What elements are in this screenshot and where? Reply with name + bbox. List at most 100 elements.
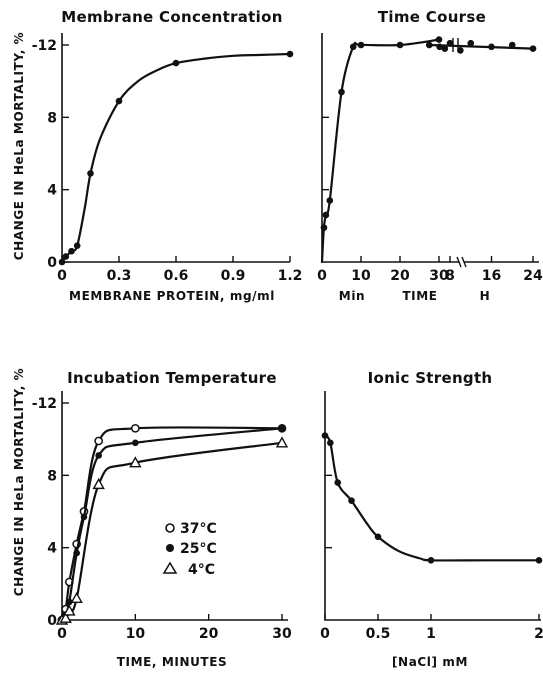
- data-point: [58, 258, 66, 266]
- data-point: [132, 439, 139, 447]
- legend-label-4c: 4°C: [188, 562, 215, 578]
- data-point: [73, 549, 80, 557]
- x-tick-label: 24: [523, 268, 543, 284]
- data-point: [488, 43, 495, 51]
- x-tick-label: 0: [57, 268, 67, 284]
- data-point: [63, 604, 76, 616]
- data-point: [396, 41, 404, 49]
- x-tick-label: 0: [317, 268, 327, 284]
- data-point: [73, 242, 81, 250]
- x-tick-label: 0.5: [366, 626, 391, 642]
- panel-title-time-course: Time Course: [378, 8, 486, 26]
- data-point: [436, 43, 443, 51]
- series-curve: [60, 52, 292, 264]
- data-point: [68, 247, 75, 255]
- panel-title-incubation-temperature: Incubation Temperature: [67, 369, 277, 387]
- data-point: [92, 477, 105, 490]
- y-tick-label: 0: [47, 613, 57, 629]
- data-point: [320, 224, 328, 231]
- data-point: [172, 59, 180, 67]
- data-point: [374, 533, 382, 541]
- data-point: [535, 557, 543, 564]
- x-tick-label: 8: [445, 268, 455, 284]
- data-point: [441, 45, 449, 52]
- x-axis-label-temperature: TIME, MINUTES: [117, 655, 228, 669]
- x-tick-label: 20: [390, 268, 410, 284]
- panel-title-membrane-concentration: Membrane Concentration: [61, 8, 282, 26]
- legend-marker-37c: [165, 523, 175, 533]
- x-axis-label-time: TIME: [402, 289, 437, 303]
- panel-title-ionic-strength: Ionic Strength: [368, 369, 493, 387]
- data-point: [467, 39, 475, 47]
- legend-label-37c: 37°C: [180, 521, 217, 537]
- data-point: [435, 36, 443, 43]
- data-point: [59, 611, 72, 623]
- y-tick-label: 4: [47, 541, 57, 557]
- data-point: [129, 456, 142, 468]
- panel-time-course: 0 10 20 308 16 24: [317, 33, 543, 284]
- data-point: [115, 97, 123, 105]
- data-point: [334, 479, 342, 486]
- panel-ionic-strength: 0 0.5 1 2: [320, 391, 543, 642]
- data-point: [70, 591, 83, 603]
- axis-break-mark: [461, 256, 467, 268]
- data-point: [87, 170, 94, 177]
- x-tick-label: 2: [534, 626, 543, 642]
- y-tick-label: 4: [47, 183, 57, 199]
- data-point: [275, 436, 289, 448]
- data-point: [80, 513, 88, 521]
- data-point: [508, 41, 516, 49]
- x-tick-label: 1.2: [278, 268, 303, 284]
- x-tick-label: 30: [429, 268, 449, 284]
- data-point: [457, 47, 464, 54]
- data-point: [338, 88, 345, 96]
- legend-marker-4c: [162, 561, 178, 574]
- x-axis-label-nacl: [NaCl] mM: [392, 655, 468, 669]
- x-tick-label: 16: [482, 268, 501, 284]
- y-tick-label: 0: [47, 255, 57, 271]
- series-curve-hours: [428, 43, 535, 50]
- axes: [324, 391, 541, 621]
- data-point: [446, 39, 454, 47]
- data-point: [349, 43, 357, 51]
- series-curve: [323, 434, 541, 562]
- panel-membrane-concentration: 0 4 8 -12 0 0.3 0.6 0.9 1.2: [32, 33, 303, 284]
- data-point: [529, 45, 537, 52]
- data-point: [62, 253, 70, 260]
- data-point: [278, 425, 286, 432]
- data-point: [130, 423, 140, 433]
- x-tick-label: 30: [272, 626, 292, 642]
- x-tick-label: 10: [351, 268, 371, 284]
- data-point: [322, 211, 330, 219]
- x-tick-label: 1: [426, 626, 436, 642]
- x-tick-label: 0.3: [107, 268, 132, 284]
- legend: 37°C 25°C 4°C: [162, 521, 217, 578]
- data-point: [327, 439, 334, 447]
- x-tick-label: 10: [126, 626, 146, 642]
- axes: [61, 391, 288, 621]
- y-tick-label: 8: [47, 468, 57, 484]
- y-tick-label: 8: [47, 110, 57, 126]
- data-point: [95, 452, 102, 459]
- y-axis-label-top: CHANGE IN HeLa MORTALITY, %: [12, 32, 26, 261]
- x-axis-label-time-h: H: [480, 289, 491, 303]
- x-tick-label: 0.6: [164, 268, 189, 284]
- data-point: [348, 497, 355, 504]
- y-tick-label: -12: [32, 396, 57, 412]
- x-tick-label: 0: [57, 626, 67, 642]
- data-point: [94, 436, 104, 446]
- x-axis-label-time-min: Min: [339, 289, 365, 303]
- axis-break-mark: [456, 256, 462, 268]
- legend-marker-25c: [166, 544, 174, 552]
- data-point: [427, 557, 435, 564]
- panel-incubation-temperature: 0 4 8 -12 0 10 20 30: [32, 391, 292, 642]
- x-tick-label: 20: [199, 626, 219, 642]
- data-point: [286, 50, 294, 58]
- x-tick-label: 0.9: [221, 268, 246, 284]
- data-point: [326, 197, 334, 204]
- series-curve-minutes: [320, 38, 441, 264]
- legend-label-25c: 25°C: [180, 541, 217, 557]
- y-axis-label-bottom: CHANGE IN HeLa MORTALITY, %: [12, 368, 26, 597]
- x-tick-label: 0: [320, 626, 330, 642]
